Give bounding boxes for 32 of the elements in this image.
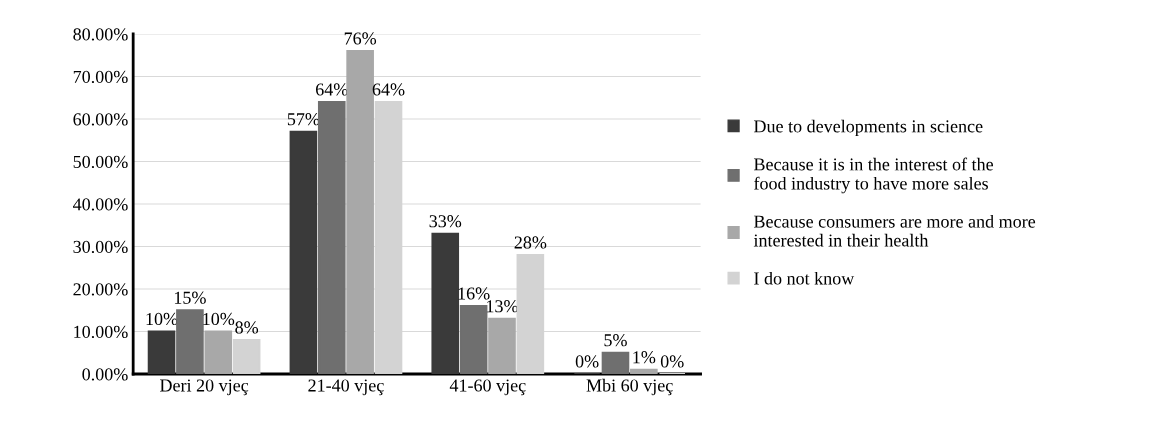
data-label: 8% <box>235 321 259 334</box>
y-tick-label: 60.00% <box>73 113 128 126</box>
data-label: 5% <box>604 334 627 347</box>
data-label: 10% <box>203 312 235 326</box>
y-tick-label: 80.00% <box>73 28 128 41</box>
data-label: 15% <box>174 291 206 304</box>
legend-label: I do not know <box>754 271 855 285</box>
data-label: 13% <box>487 300 518 313</box>
data-label: 76% <box>344 32 377 45</box>
data-label: 33% <box>429 215 462 228</box>
y-tick-label: 40.00% <box>73 198 128 211</box>
x-tick-label: 21-40 vjeç <box>308 379 384 396</box>
data-label: 0% <box>660 355 684 368</box>
data-label: 64% <box>372 83 405 96</box>
y-tick-label: 0.00% <box>82 368 128 381</box>
data-label: 28% <box>514 236 547 249</box>
y-tick-label: 20.00% <box>73 283 128 296</box>
data-label: 64% <box>316 83 348 96</box>
data-label: 1% <box>633 351 656 364</box>
legend-label: Because consumers are more and more interested in their health <box>753 214 1036 247</box>
legend-label: Due to developments in science <box>753 119 983 137</box>
data-label: 57% <box>287 113 320 126</box>
y-tick-label: 70.00% <box>73 70 128 84</box>
data-label: 10% <box>146 312 178 326</box>
legend-label: Because it is in the interest of the food industry to have more sales <box>753 157 994 194</box>
y-tick-label: 10.00% <box>74 325 128 339</box>
x-tick-label: Mbi 60 vjeç <box>586 378 673 396</box>
x-tick-label: Deri 20 vjeç <box>160 379 249 396</box>
data-label: 0% <box>575 355 599 368</box>
y-tick-label: 30.00% <box>73 240 128 254</box>
x-tick-label: 41-60 vjeç <box>449 379 526 396</box>
y-tick-label: 50.00% <box>73 155 128 169</box>
